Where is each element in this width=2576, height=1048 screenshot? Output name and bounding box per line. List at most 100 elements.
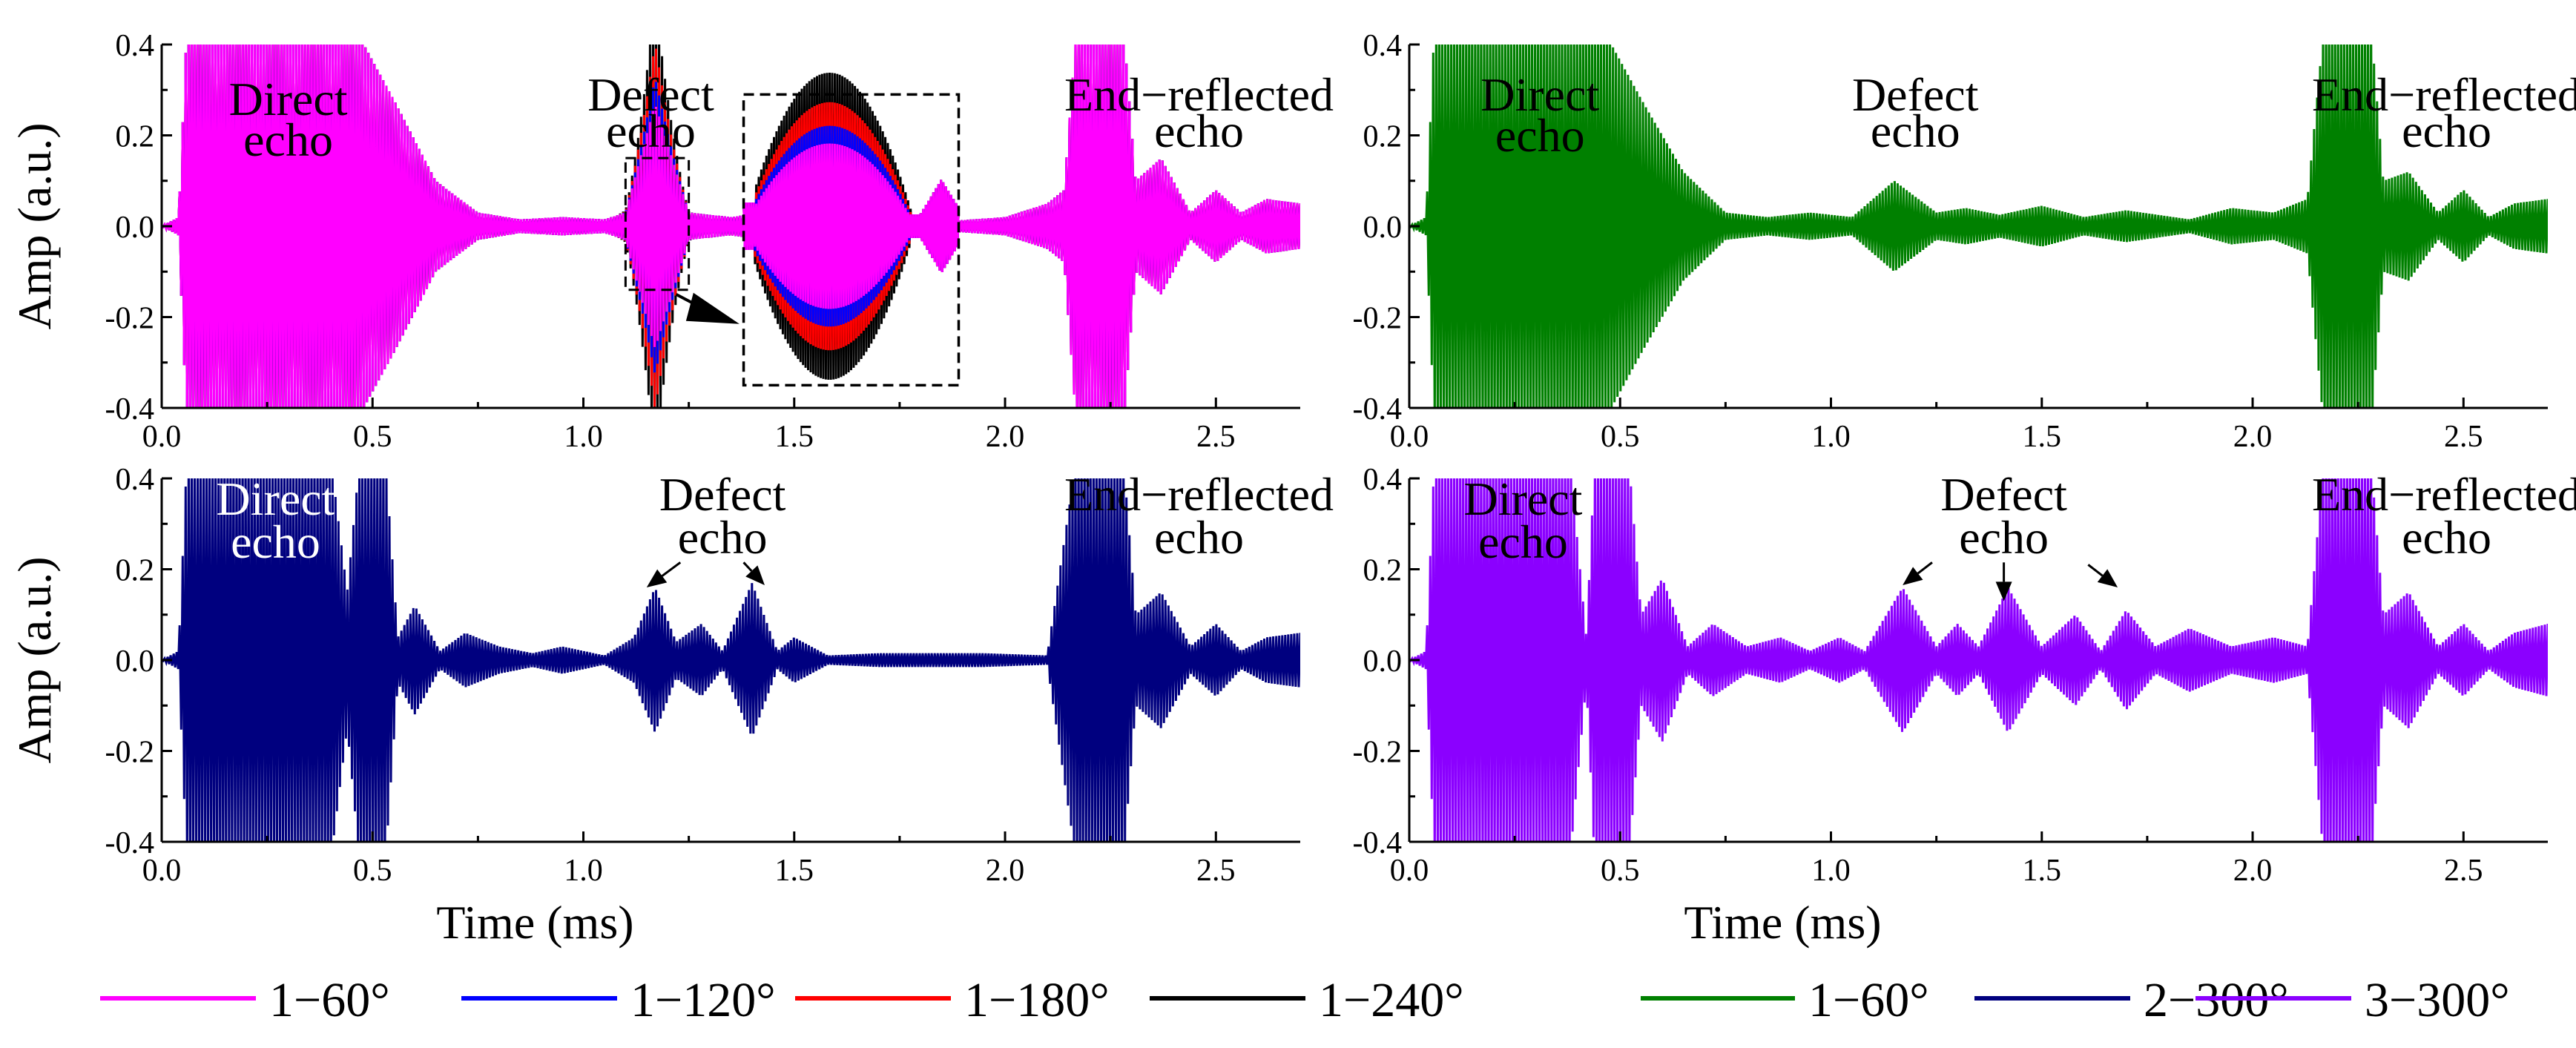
y-tick-label: 0.0 <box>1363 211 1403 245</box>
y-axis-title: Amp (a.u.) <box>8 122 61 329</box>
x-tick-label: 2.5 <box>2444 854 2483 888</box>
x-tick-label: 2.5 <box>1196 854 1236 888</box>
y-tick-label: 0.0 <box>1363 645 1403 679</box>
echo-arrow <box>742 561 753 572</box>
echo-arrowhead <box>2097 569 2118 587</box>
x-tick-label: 1.0 <box>1811 420 1851 454</box>
defect-echo-label-line1: Defect <box>1940 468 2067 521</box>
x-tick-label: 2.0 <box>986 420 1025 454</box>
legend-label: 3−300° <box>2365 973 2510 1027</box>
legend-label: 1−180° <box>964 973 1110 1027</box>
y-tick-label: 0.2 <box>116 120 155 154</box>
x-tick-label: 1.0 <box>564 420 603 454</box>
y-tick-label: 0.0 <box>116 211 155 245</box>
end-reflected-echo-label-line1: End−reflected <box>1064 68 1334 121</box>
x-tick-label: 0.0 <box>142 854 182 888</box>
defect-echo-label-line1: Defect <box>1852 68 1979 121</box>
x-tick-label: 2.5 <box>1196 420 1236 454</box>
defect-echo-label-line2: echo <box>1959 511 2049 564</box>
panel-top-left: 0.0 0.5 1.0 1.5 2.0 2.5 -0.4 -0.2 0.0 0.2 0.4 Amp (… <box>8 29 1334 454</box>
zoom-arrowhead <box>685 292 739 324</box>
y-tick-label: 0.2 <box>116 554 155 588</box>
x-tick-label: 1.5 <box>775 854 814 888</box>
y-tick-label: -0.4 <box>105 826 155 860</box>
direct-echo-label-line2: echo <box>231 515 320 568</box>
legend-item: 1−180° <box>795 973 1110 1027</box>
end-reflected-echo-label-line2: echo <box>2402 105 2491 157</box>
series-line-1−60° <box>162 45 1300 408</box>
x-tick-label: 1.0 <box>1811 854 1851 888</box>
x-axis-title: Time (ms) <box>436 896 633 949</box>
legend-label: 1−60° <box>269 973 390 1027</box>
defect-echo-label-line2: echo <box>1871 105 1960 157</box>
zoom-inset-box <box>742 93 961 387</box>
echo-arrow <box>1917 561 1933 575</box>
x-tick-label: 1.0 <box>564 854 603 888</box>
legend-item: 3−300° <box>2195 973 2510 1027</box>
defect-echo-label-line1: Defect <box>587 68 714 121</box>
x-tick-label: 1.5 <box>775 420 814 454</box>
series-line-2−300° <box>162 478 1300 842</box>
x-tick-label: 0.5 <box>1601 854 1640 888</box>
echo-arrowhead <box>745 565 765 585</box>
x-tick-label: 0.0 <box>142 420 182 454</box>
y-tick-label: 0.4 <box>1363 29 1403 63</box>
end-reflected-echo-label-line1: End−reflected <box>1064 468 1334 521</box>
y-tick-label: -0.2 <box>105 302 155 336</box>
panel-top-right: 0.0 0.5 1.0 1.5 2.0 2.5 -0.4 -0.2 0.0 0.2 0.4 Direc… <box>1353 29 2576 454</box>
end-reflected-echo-label-line2: echo <box>1154 511 1244 564</box>
echo-arrow <box>2087 564 2104 577</box>
y-tick-label: -0.4 <box>105 392 155 426</box>
x-tick-label: 0.5 <box>1601 420 1640 454</box>
echo-arrowhead <box>1903 567 1923 585</box>
x-tick-label: 0.5 <box>353 420 392 454</box>
legend-label: 1−60° <box>1808 973 1929 1027</box>
defect-echo-label-line1: Defect <box>659 468 786 521</box>
direct-echo-label-line1: Direct <box>1480 68 1599 121</box>
echo-arrow <box>661 561 682 577</box>
direct-echo-label-line1: Direct <box>229 73 348 125</box>
defect-echo-label-line2: echo <box>678 511 768 564</box>
legend-item: 1−240° <box>1150 973 1464 1027</box>
legend-label: 1−120° <box>630 973 776 1027</box>
zoom-series-line <box>742 143 960 309</box>
legend-item: 1−120° <box>461 973 776 1027</box>
y-tick-label: 0.0 <box>116 645 155 679</box>
y-tick-label: -0.2 <box>105 736 155 770</box>
x-tick-label: 0.0 <box>1390 854 1429 888</box>
end-reflected-echo-label-line2: echo <box>1154 105 1244 157</box>
x-tick-label: 2.0 <box>2233 420 2273 454</box>
direct-echo-label-line2: echo <box>1495 109 1585 162</box>
y-axis-title: Amp (a.u.) <box>8 556 61 763</box>
y-tick-label: 0.4 <box>116 29 155 63</box>
y-tick-label: -0.2 <box>1353 736 1403 770</box>
legend-item: 1−60° <box>100 973 390 1027</box>
x-tick-label: 2.0 <box>2233 854 2273 888</box>
y-tick-label: 0.2 <box>1363 120 1403 154</box>
series-line-3−300° <box>1409 478 2548 842</box>
x-tick-label: 2.0 <box>986 854 1025 888</box>
end-reflected-echo-label-line2: echo <box>2402 511 2491 564</box>
echo-arrowhead <box>646 569 668 587</box>
legend-item: 1−60° <box>1641 973 1929 1027</box>
y-tick-label: -0.2 <box>1353 302 1403 336</box>
legend: 1−60° 1−120° 1−180° 1−240° 1−60° 2−300° 3−300° <box>100 973 2510 1027</box>
direct-echo-label-line2: echo <box>243 113 333 166</box>
direct-echo-label-line2: echo <box>1478 515 1568 568</box>
defect-echo-label-line2: echo <box>606 105 696 157</box>
x-axis-title: Time (ms) <box>1684 896 1881 949</box>
panel-bottom-right: 0.0 0.5 1.0 1.5 2.0 2.5 -0.4 -0.2 0.0 0.2 0.4 Time … <box>1353 463 2576 949</box>
direct-echo-label-line1: Direct <box>1464 472 1583 525</box>
x-tick-label: 0.5 <box>353 854 392 888</box>
series-line-1−60° <box>1409 45 2548 408</box>
zoom-inset <box>742 72 961 387</box>
panel-bottom-left: 0.0 0.5 1.0 1.5 2.0 2.5 -0.4 -0.2 0.0 0.2 0.4 Amp (… <box>8 463 1334 949</box>
x-tick-label: 2.5 <box>2444 420 2483 454</box>
end-reflected-echo-label-line1: End−reflected <box>2312 68 2576 121</box>
y-tick-label: -0.4 <box>1353 826 1403 860</box>
legend-label: 1−240° <box>1319 973 1464 1027</box>
y-tick-label: -0.4 <box>1353 392 1403 426</box>
x-tick-label: 0.0 <box>1390 420 1429 454</box>
y-tick-label: 0.4 <box>116 463 155 497</box>
